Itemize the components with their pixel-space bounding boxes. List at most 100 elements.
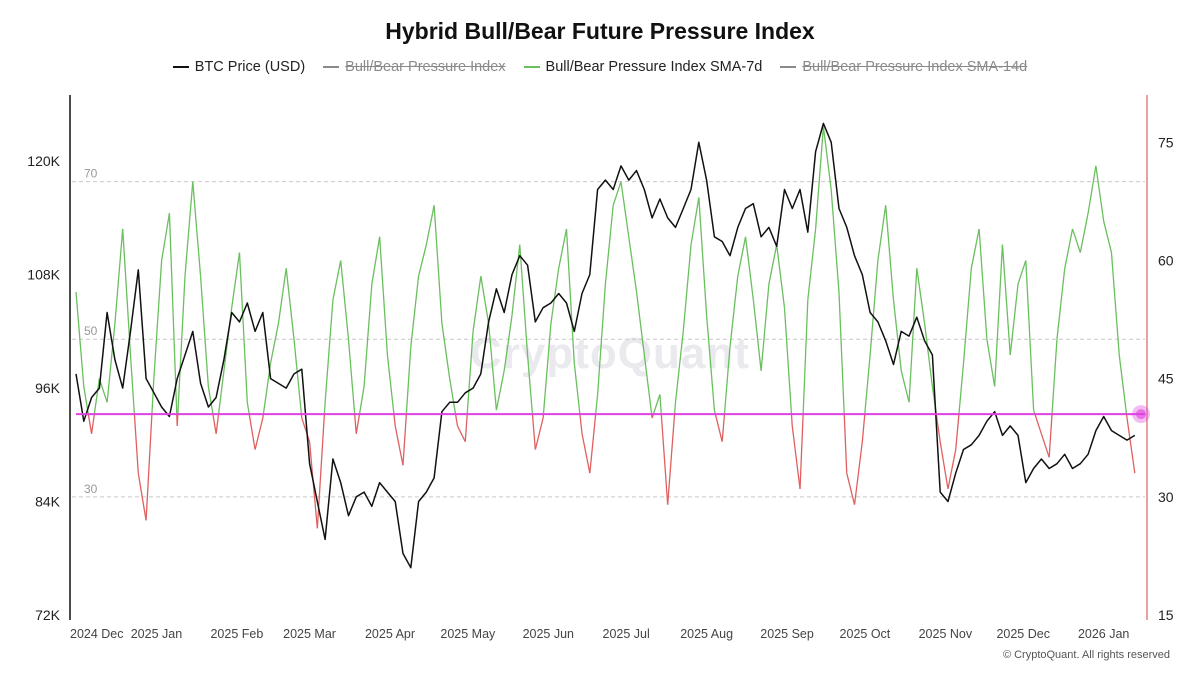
sma7-segment — [534, 417, 544, 450]
sma7-segment — [456, 425, 466, 442]
sma7-segment — [970, 228, 980, 269]
sma7-segment — [589, 414, 597, 474]
sma7-segment — [153, 260, 163, 379]
left-axis-tick-label: 84K — [35, 494, 61, 510]
sma7-segment — [1001, 244, 1011, 356]
sma7-segment — [635, 291, 645, 356]
sma7-segment — [231, 252, 241, 308]
sma7-segment — [962, 268, 972, 363]
left-axis-tick-label: 120K — [27, 153, 60, 169]
x-tick-label: 2025 Oct — [840, 627, 891, 641]
legend-label: BTC Price (USD) — [194, 59, 306, 75]
sma7-segment — [293, 339, 303, 415]
sma7-segment — [495, 370, 505, 411]
sma7-segment — [667, 414, 676, 505]
sma7-segment — [843, 414, 848, 474]
sma7-segment — [248, 413, 256, 450]
sma7-segment — [729, 276, 739, 348]
sma7-segment — [215, 414, 220, 434]
sma7-segment — [106, 323, 116, 403]
x-tick-label: 2026 Jan — [1078, 627, 1129, 641]
legend-swatch-sma7 — [523, 66, 540, 68]
sma7-segment — [519, 244, 529, 356]
sma7-segment — [1110, 252, 1120, 356]
sma7-segment — [752, 299, 762, 371]
sma7-segment — [955, 414, 960, 450]
sma7-segment — [217, 370, 225, 415]
sma7-segment — [133, 414, 139, 474]
sma7-segment — [1056, 268, 1066, 340]
sma7-segment — [869, 260, 879, 356]
sma7-segment — [324, 299, 334, 403]
sma7-segment — [449, 378, 457, 415]
sma7-segment — [822, 126, 832, 190]
sma7-segment — [861, 414, 866, 442]
sma7-segment — [652, 394, 661, 415]
sma7-segment — [151, 378, 155, 415]
sma7-segment — [565, 228, 575, 363]
sma7-segment — [838, 291, 845, 415]
sma7-segment — [573, 362, 581, 415]
sma7-segment — [393, 414, 396, 426]
sma7-segment — [122, 228, 132, 356]
sma7-segment — [620, 181, 630, 237]
sma7-segment — [542, 323, 552, 415]
sma7-segment — [939, 441, 949, 490]
legend-swatch-btc — [172, 66, 189, 68]
sma7-segment — [160, 213, 171, 261]
sma7-segment — [947, 449, 957, 490]
legend-swatch-index — [323, 66, 340, 68]
sma7-segment — [358, 386, 365, 415]
sma7-segment — [682, 244, 692, 332]
sma7-segment — [417, 244, 427, 277]
sma7-segment — [790, 414, 793, 426]
sma7-segment — [137, 473, 147, 521]
x-tick-label: 2025 Aug — [680, 627, 733, 641]
sma7-segment — [93, 378, 100, 415]
sma7-segment — [177, 276, 186, 415]
x-tick-label: 2025 Feb — [210, 627, 263, 641]
sma7-segment — [864, 354, 871, 415]
copyright-text: © CryptoQuant. All rights reserved — [1002, 649, 1170, 661]
watermark-text: CryptoQuant — [470, 329, 750, 378]
sma7-segment — [1034, 413, 1043, 434]
right-axis-tick-label: 30 — [1158, 489, 1174, 505]
sma7-segment — [1079, 213, 1089, 253]
sma7-segment — [90, 414, 95, 434]
sma7-segment — [301, 417, 311, 442]
chart-legend: BTC Price (USD) Bull/Bear Pressure Index… — [0, 59, 1200, 75]
sma7-segment — [1126, 417, 1136, 474]
x-tick-label: 2025 Jun — [523, 627, 574, 641]
sma7-segment — [853, 441, 863, 505]
right-axis-tick-label: 15 — [1158, 607, 1174, 623]
right-axis-tick-label: 75 — [1158, 134, 1174, 150]
legend-item-sma7[interactable]: Bull/Bear Pressure Index SMA-7d — [523, 59, 762, 75]
current-value-marker[interactable] — [1136, 409, 1146, 420]
sma7-segment — [807, 228, 817, 300]
legend-item-btc-price[interactable]: BTC Price (USD) — [172, 59, 306, 75]
sma7-segment — [604, 205, 614, 285]
sma7-segment — [394, 425, 404, 466]
legend-item-pressure-index[interactable]: Bull/Bear Pressure Index — [323, 59, 506, 75]
sma7-segment — [378, 236, 389, 356]
sma7-segment — [285, 268, 295, 340]
sma7-segment — [768, 244, 778, 285]
x-tick-label: 2025 Dec — [996, 627, 1050, 641]
sma7-segment — [673, 402, 677, 415]
btc-price-line — [75, 122, 1136, 569]
legend-label: Bull/Bear Pressure Index — [345, 59, 506, 75]
sma7-segment — [581, 433, 591, 474]
sma7-segment — [168, 213, 178, 415]
sma7-segment — [145, 414, 153, 521]
sma7-segment — [480, 276, 490, 324]
sma7-segment — [978, 228, 988, 340]
sma7-segment — [114, 228, 124, 324]
sma7-segment — [846, 473, 856, 505]
sma7-segment — [760, 284, 770, 371]
legend-item-sma14[interactable]: Bull/Bear Pressure Index SMA-14d — [780, 59, 1027, 75]
sma7-segment — [441, 323, 451, 379]
sma7-segment — [75, 291, 85, 387]
sma7-segment — [1064, 228, 1074, 269]
sma7-segment — [405, 347, 412, 415]
